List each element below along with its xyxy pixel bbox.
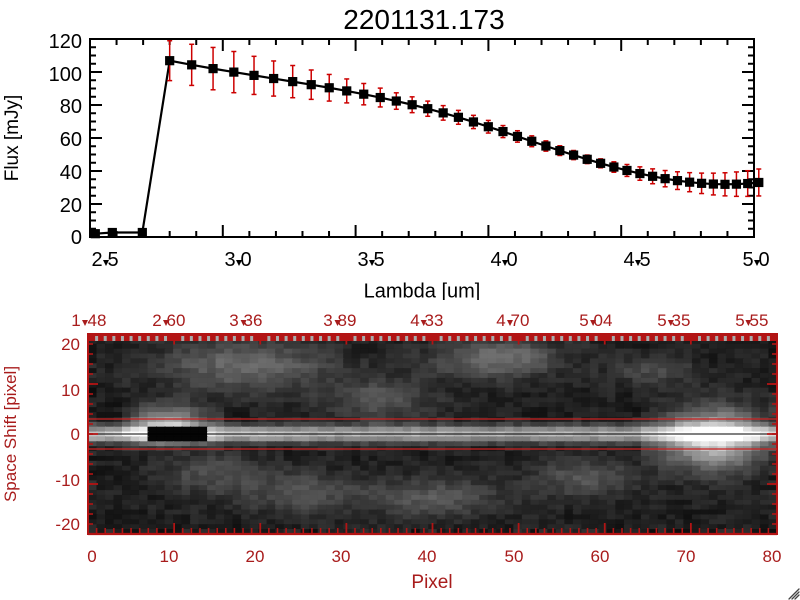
svg-text:-10: -10 <box>55 471 80 490</box>
svg-text:10: 10 <box>160 547 179 566</box>
svg-text:60: 60 <box>591 547 610 566</box>
svg-text:Pixel: Pixel <box>411 572 452 593</box>
svg-text:2: 2 <box>152 311 161 330</box>
svg-text:4: 4 <box>496 311 505 330</box>
svg-text:33: 33 <box>425 311 444 330</box>
svg-text:70: 70 <box>511 311 530 330</box>
svg-text:48: 48 <box>88 311 107 330</box>
svg-text:5: 5 <box>657 311 666 330</box>
svg-text:20: 20 <box>61 335 80 354</box>
svg-text:1: 1 <box>71 311 80 330</box>
svg-text:0: 0 <box>71 425 80 444</box>
svg-text:60: 60 <box>167 311 186 330</box>
svg-text:40: 40 <box>418 547 437 566</box>
svg-text:5: 5 <box>579 311 588 330</box>
svg-text:50: 50 <box>505 547 524 566</box>
svg-text:70: 70 <box>677 547 696 566</box>
svg-text:4: 4 <box>410 311 419 330</box>
svg-text:0: 0 <box>87 547 96 566</box>
svg-text:04: 04 <box>594 311 613 330</box>
svg-text:3: 3 <box>229 311 238 330</box>
svg-text:30: 30 <box>332 547 351 566</box>
svg-text:36: 36 <box>244 311 263 330</box>
svg-text:20: 20 <box>246 547 265 566</box>
svg-text:55: 55 <box>750 311 769 330</box>
svg-text:3: 3 <box>323 311 332 330</box>
svg-text:10: 10 <box>61 381 80 400</box>
svg-text:Space Shift [pixel]: Space Shift [pixel] <box>1 366 20 502</box>
svg-text:5: 5 <box>735 311 744 330</box>
svg-text:80: 80 <box>763 547 782 566</box>
svg-text:35: 35 <box>672 311 691 330</box>
svg-text:-20: -20 <box>55 515 80 534</box>
svg-text:89: 89 <box>338 311 357 330</box>
